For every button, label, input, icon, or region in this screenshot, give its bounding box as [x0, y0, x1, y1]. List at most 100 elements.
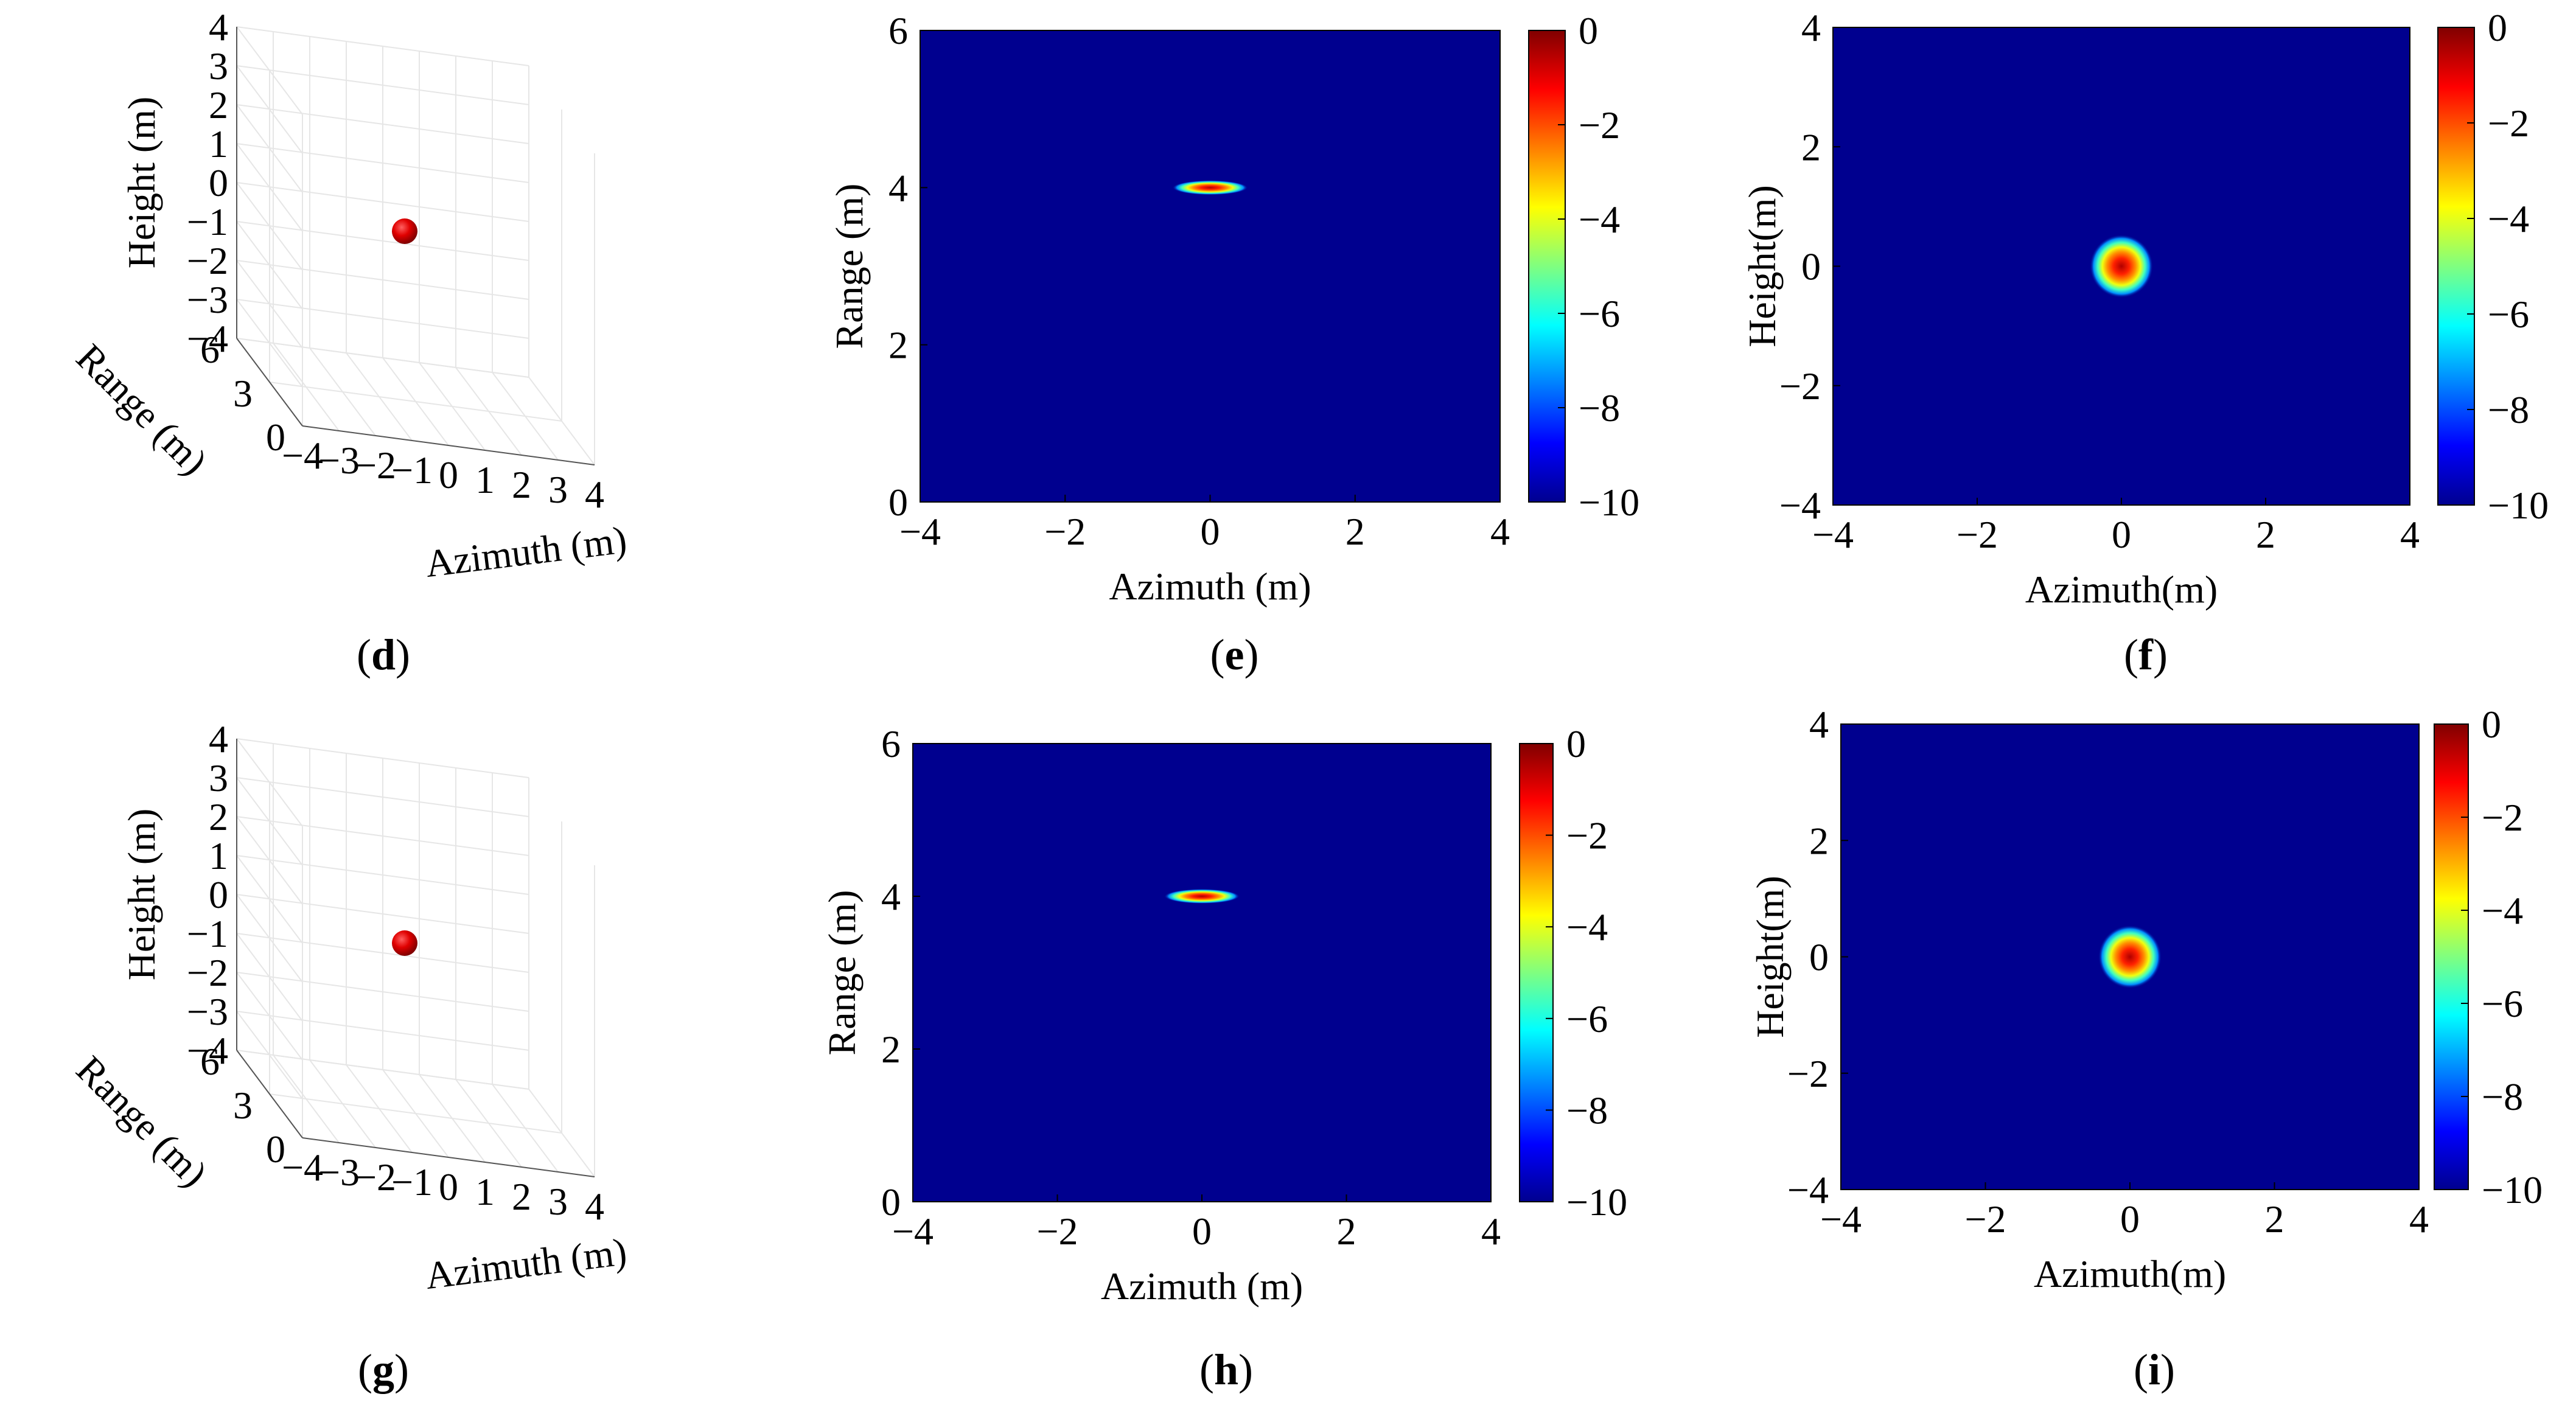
grid-line: [236, 777, 529, 817]
colorbar-tick-label: −4: [2488, 197, 2529, 240]
y-tick-label: 0: [1801, 245, 1821, 288]
caption-d: (d): [357, 630, 410, 679]
z-tick-label: −1: [187, 912, 228, 955]
z-tick-label: 1: [209, 122, 228, 166]
y-axis-label: Range (m): [828, 184, 871, 349]
z-tick-label: −1: [187, 200, 228, 243]
target-point: [392, 930, 417, 956]
y-tick-label: 4: [1801, 6, 1821, 49]
grid-line: [236, 65, 529, 105]
caption-i: (i): [2134, 1345, 2175, 1394]
colorbar-tick-label: −4: [2482, 889, 2523, 932]
x-tick-label: −2: [355, 1155, 396, 1199]
y-tick-label: 6: [200, 328, 220, 371]
grid-line: [236, 1011, 529, 1051]
z-tick-label: −3: [187, 990, 228, 1033]
y-tick-label: 4: [888, 166, 908, 209]
x-tick-label: −2: [1044, 510, 1086, 553]
x-tick-label: −1: [391, 1160, 433, 1204]
x-tick-label: −4: [282, 1146, 323, 1189]
colorbar-tick-label: −2: [1566, 814, 1608, 857]
z-tick-label: 2: [209, 83, 228, 127]
grid-line: [236, 221, 303, 310]
x-tick-label: 4: [2400, 513, 2420, 556]
grid-line: [236, 338, 529, 378]
colorbar-tick-label: −10: [2482, 1168, 2543, 1211]
y-tick-label: 4: [881, 875, 901, 918]
grid-line: [236, 738, 303, 827]
colorbar-tick-label: −10: [1566, 1180, 1627, 1224]
y-axis-line: [236, 1050, 303, 1138]
y-tick-label: 0: [266, 416, 285, 459]
colorbar-tick-label: −6: [2482, 982, 2523, 1025]
x-tick-label: 4: [585, 1185, 604, 1228]
y-tick-label: −4: [1787, 1168, 1829, 1211]
grid-line: [236, 143, 529, 183]
x-tick-label: 3: [548, 468, 568, 511]
grid-line: [236, 777, 303, 866]
x-tick-label: 0: [1192, 1210, 1212, 1253]
grid-line: [236, 299, 529, 339]
colorbar-tick-label: −10: [2488, 484, 2549, 527]
grid-line: [236, 104, 303, 193]
y-tick-label: −2: [1787, 1052, 1829, 1095]
x-tick-label: 2: [1346, 510, 1365, 553]
x-tick-label: 2: [2256, 513, 2275, 556]
y-tick-label: −2: [1779, 364, 1821, 408]
y-tick-label: 2: [1809, 819, 1829, 862]
x-axis-line: [302, 1137, 595, 1177]
grid-line: [236, 894, 529, 934]
z-tick-label: −4: [187, 317, 228, 360]
y-axis-label: Range (m): [820, 890, 864, 1056]
x-axis-label: Azimuth (m): [1101, 1264, 1303, 1308]
x-axis-label: Azimuth (m): [1109, 565, 1311, 608]
peak-blob: [1172, 180, 1248, 195]
grid-line: [269, 1093, 562, 1134]
y-tick-label: 6: [881, 722, 901, 765]
z-tick-label: 2: [209, 795, 228, 838]
grid-line: [236, 816, 303, 905]
y-tick-label: 6: [200, 1040, 220, 1083]
x-tick-label: 2: [512, 463, 531, 506]
colorbar-tick-label: −2: [1579, 103, 1620, 147]
x-tick-label: −4: [1812, 513, 1854, 556]
grid-line: [269, 382, 562, 422]
x-tick-label: 0: [2112, 513, 2131, 556]
x-tick-label: 1: [475, 458, 495, 501]
y-tick-label: 0: [266, 1127, 285, 1171]
colorbar-tick-label: 0: [1566, 722, 1586, 765]
grid-line: [236, 26, 529, 66]
grid-line: [236, 26, 303, 115]
caption-e: (e): [1210, 630, 1259, 679]
panel-i: −4 −2 0 2 4 4 2 0 −2 −4 Azimuth(m) Height(m) 0 −2 −4 −6…: [1748, 703, 2543, 1394]
y-axis-line: [236, 338, 303, 427]
colorbar: [1519, 743, 1554, 1202]
z-tick-label: 4: [209, 5, 228, 49]
x-tick-label: 3: [548, 1180, 568, 1223]
target-point: [392, 218, 417, 244]
x-axis-label: Azimuth(m): [2034, 1252, 2226, 1295]
grid-line: [236, 143, 303, 232]
x-tick-label: 0: [1201, 510, 1220, 553]
grid-line: [236, 816, 529, 856]
x-tick-label: 0: [439, 453, 458, 497]
z-tick-label: 0: [209, 873, 228, 916]
panel-h: −4 −2 0 2 4 6 4 2 0 Azimuth (m) Range (m) 0 −2 −4 −6 −8…: [820, 722, 1627, 1394]
z-tick-label: 0: [209, 161, 228, 204]
x-tick-label: −1: [391, 448, 433, 492]
x-tick-label: 0: [2120, 1197, 2140, 1241]
grid-line: [236, 182, 529, 222]
grid-line: [236, 972, 303, 1061]
x-tick-label: 2: [512, 1175, 531, 1218]
caption-h: (h): [1199, 1345, 1253, 1394]
colorbar-tick-label: −8: [1579, 386, 1620, 430]
colorbar: [1528, 30, 1566, 503]
x-tick-label: 1: [475, 1170, 495, 1213]
grid-line: [236, 1050, 529, 1090]
x-axis-line: [302, 425, 595, 465]
y-axis-label: Height(m): [1740, 185, 1784, 347]
grid-line: [236, 855, 529, 895]
y-tick-label: 4: [1809, 703, 1829, 746]
z-axis-label: Height (m): [120, 809, 163, 981]
